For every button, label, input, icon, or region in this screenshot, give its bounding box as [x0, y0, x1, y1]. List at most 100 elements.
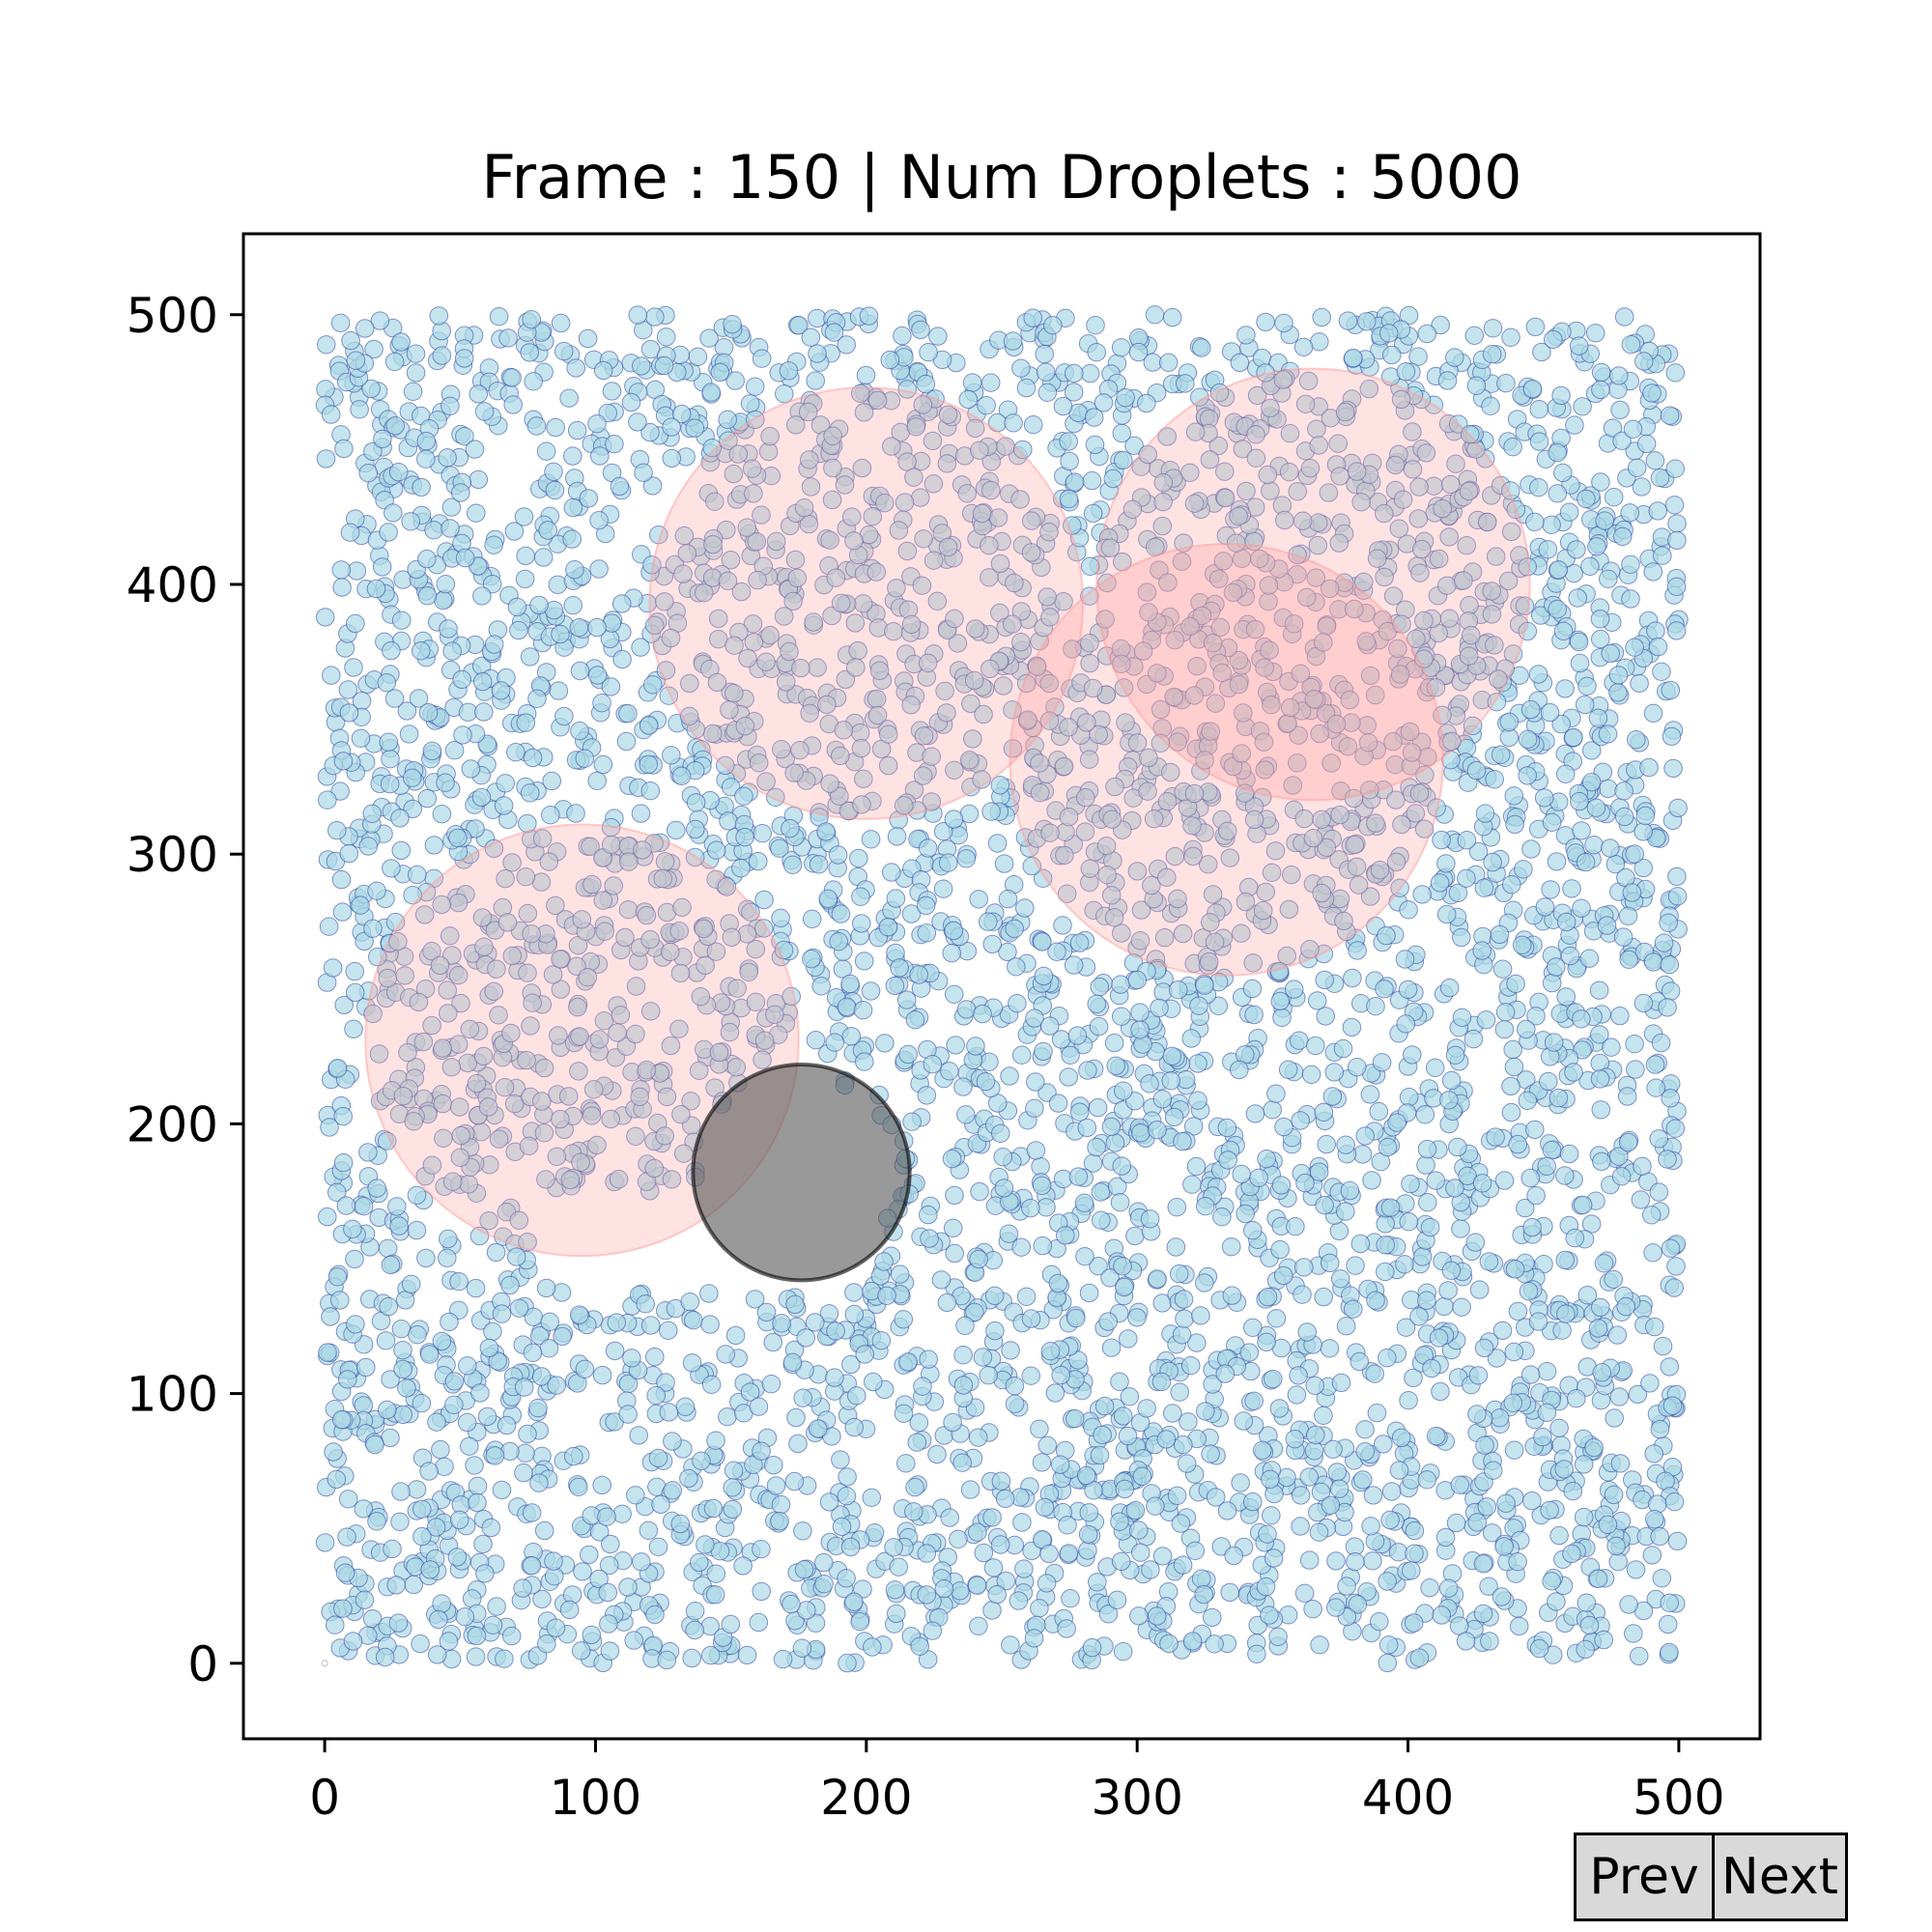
droplet-point: [1057, 1619, 1076, 1638]
droplet-point: [973, 1348, 993, 1367]
droplet-point: [1069, 933, 1090, 952]
droplet-point: [1257, 1150, 1276, 1169]
droplet-point: [856, 365, 876, 385]
droplet-point: [1448, 1137, 1467, 1157]
droplet-point: [1035, 1497, 1055, 1518]
droplet-point: [1517, 1019, 1536, 1039]
droplet-point: [1075, 1247, 1094, 1266]
droplet-point: [1116, 388, 1135, 408]
droplet-point: [1378, 324, 1399, 343]
droplet-point: [1112, 1156, 1132, 1176]
droplet-point: [806, 1031, 826, 1050]
droplet-point: [468, 1476, 488, 1496]
droplet-point: [1309, 1522, 1329, 1542]
droplet-point: [351, 895, 370, 915]
droplet-point: [546, 417, 565, 438]
droplet-point: [1000, 1066, 1019, 1086]
droplet-point: [1172, 1325, 1192, 1345]
droplet-point: [514, 507, 534, 526]
droplet-point: [927, 591, 948, 611]
droplet-point: [878, 755, 898, 776]
droplet-point: [373, 429, 392, 449]
droplet-point: [1664, 496, 1685, 515]
droplet-point: [1549, 1525, 1569, 1546]
droplet-point: [412, 1526, 432, 1547]
droplet-point: [546, 1618, 566, 1637]
droplet-point: [1001, 1635, 1020, 1655]
droplet-point: [1534, 788, 1554, 808]
droplet-point: [682, 1648, 702, 1668]
droplet-point: [343, 1632, 363, 1651]
droplet-point: [1023, 308, 1042, 327]
droplet-point: [1650, 1419, 1670, 1439]
droplet-point: [1093, 1425, 1112, 1445]
droplet-point: [1115, 1479, 1135, 1499]
droplet-point: [474, 702, 494, 722]
droplet-point: [679, 1468, 698, 1489]
droplet-point: [351, 728, 371, 748]
droplet-point: [607, 1313, 627, 1332]
droplet-point: [496, 774, 516, 793]
droplet-point: [491, 681, 511, 700]
droplet-point: [1380, 1198, 1401, 1217]
droplet-point: [838, 1467, 857, 1487]
droplet-point: [407, 1220, 427, 1240]
droplet-point: [1399, 1212, 1419, 1232]
droplet-point: [1078, 1541, 1097, 1560]
droplet-point: [1040, 1016, 1060, 1036]
droplet-point: [734, 786, 753, 806]
droplet-point: [802, 909, 822, 928]
droplet-point: [1303, 1600, 1322, 1619]
droplet-point: [1474, 878, 1494, 897]
droplet-point: [448, 828, 468, 847]
droplet-point: [771, 908, 790, 927]
droplet-point: [1363, 1551, 1382, 1571]
droplet-point: [1549, 1418, 1569, 1438]
droplet-point: [766, 1476, 786, 1495]
droplet-point: [612, 649, 632, 669]
droplet-point: [1376, 1262, 1395, 1282]
droplet-point: [417, 586, 438, 606]
droplet-point: [1388, 639, 1407, 659]
droplet-point: [323, 958, 343, 978]
droplet-point: [1399, 1391, 1418, 1410]
droplet-point: [1158, 353, 1179, 372]
droplet-point: [469, 469, 489, 490]
droplet-point: [1483, 852, 1502, 872]
droplet-point: [1244, 1005, 1264, 1025]
droplet-point: [1262, 863, 1282, 882]
droplet-point: [1457, 831, 1477, 850]
droplet-point: [1667, 1531, 1688, 1551]
droplet-point: [503, 395, 524, 414]
droplet-point: [1378, 1137, 1398, 1157]
droplet-point: [1189, 996, 1208, 1015]
droplet-point: [376, 1331, 396, 1350]
droplet-point: [631, 804, 651, 823]
droplet-point: [785, 1294, 805, 1315]
droplet-point: [1542, 515, 1561, 534]
droplet-point: [1522, 379, 1543, 399]
droplet-point: [1594, 1254, 1614, 1273]
droplet-point: [522, 1503, 542, 1522]
droplet-point: [1297, 1322, 1317, 1342]
droplet-point: [864, 1372, 883, 1392]
droplet-point: [907, 1433, 927, 1452]
droplet-point: [391, 840, 412, 861]
droplet-point: [1429, 1328, 1449, 1348]
droplet-point: [980, 1052, 999, 1072]
droplet-point: [573, 1562, 592, 1581]
droplet-point: [1130, 1543, 1151, 1562]
droplet-point: [1348, 941, 1367, 960]
droplet-point: [632, 356, 651, 376]
droplet-point: [1564, 1063, 1583, 1082]
droplet-point: [587, 771, 608, 790]
droplet-point: [1635, 806, 1656, 826]
droplet-point: [1576, 1639, 1595, 1660]
droplet-point: [1125, 1226, 1145, 1246]
droplet-point: [628, 305, 648, 325]
droplet-point: [451, 483, 470, 502]
droplet-point: [436, 575, 456, 594]
droplet-point: [837, 1569, 856, 1588]
droplet-point: [1644, 1444, 1663, 1463]
droplet-point: [1112, 423, 1132, 443]
